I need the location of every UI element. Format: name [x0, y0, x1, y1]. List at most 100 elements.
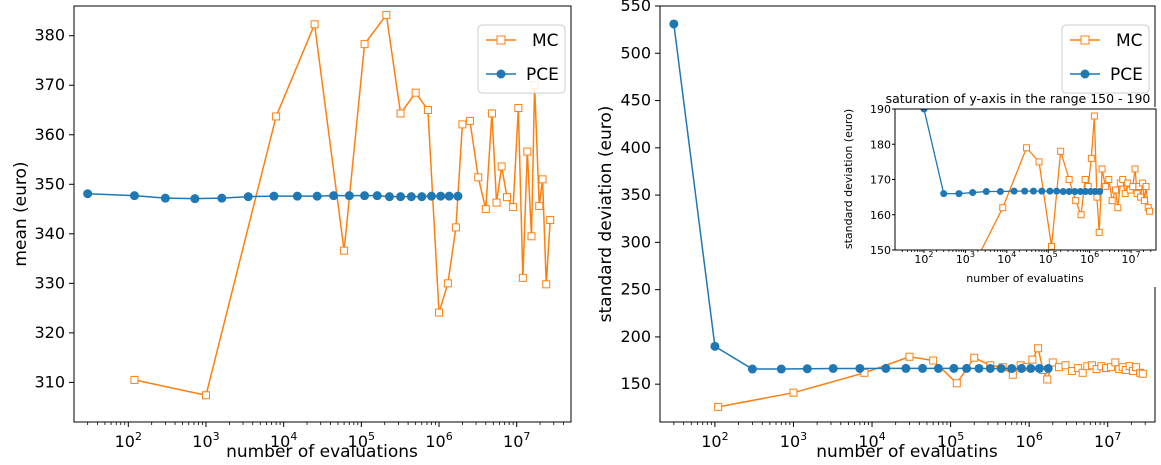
inset-chart-marks — [920, 109, 1154, 250]
mean-chart-mc-point — [492, 198, 501, 207]
inset-chart-mc-point — [1081, 176, 1089, 183]
mean-chart-y-tick-label: 340 — [34, 224, 65, 243]
inset-chart-mc-point — [1111, 186, 1119, 194]
std-chart-mc-point — [1111, 358, 1120, 367]
std-chart-x-tick-label: 106 — [1015, 430, 1042, 451]
std-chart-mc-point — [1106, 363, 1115, 372]
inset-chart-x-tick-label: 104 — [997, 250, 1016, 266]
inset-chart-mc-point — [1023, 144, 1031, 152]
std-chart-legend-pce-marker — [1080, 69, 1090, 79]
mean-chart-mc-point — [502, 193, 511, 202]
mean-chart-pce-point — [417, 192, 427, 202]
inset-chart-mc-point — [1146, 207, 1154, 215]
inset-chart-pce-point — [1059, 187, 1067, 195]
inset-chart-mc-point — [1137, 193, 1145, 201]
inset-chart-title: saturation of y-axis in the range 150 - … — [886, 91, 1151, 106]
mean-chart-y-tick-label: 320 — [34, 323, 65, 342]
mean-chart-marks — [83, 10, 555, 400]
mean-chart-mc-point — [481, 205, 490, 214]
std-chart-mc-point — [1138, 369, 1147, 378]
std-chart-mc-point — [1043, 375, 1052, 384]
mean-chart-pce-point — [344, 191, 354, 201]
std-chart-pce-point — [996, 363, 1006, 373]
inset-chart-pce-point — [920, 109, 928, 113]
mean-chart-pce-point — [269, 191, 279, 201]
mean-chart-mc-point — [497, 162, 506, 171]
mean-chart-mc-point — [411, 88, 420, 97]
inset-chart-mc-point — [1057, 147, 1065, 155]
mean-chart-x-tick-label: 104 — [270, 430, 297, 451]
inset-chart-pce-point — [982, 187, 990, 195]
std-chart-mc-point — [1061, 361, 1070, 370]
mean-chart-x-tick-label: 105 — [348, 430, 375, 451]
mean-chart-frame — [73, 5, 572, 423]
std-chart-mc-point — [1028, 355, 1037, 364]
std-chart-plot-area — [669, 19, 1147, 411]
inset-chart-plot-area — [920, 109, 1154, 250]
inset-chart-mc-point — [1124, 179, 1132, 187]
std-chart-mc-point — [1048, 358, 1057, 367]
inset-chart: saturation of y-axis in the range 150 - … — [842, 91, 1158, 287]
mean-chart-mc-point — [396, 109, 405, 118]
inset-chart-pce-point — [969, 189, 977, 197]
std-chart-pce-point — [855, 363, 865, 373]
mean-chart-x-axis-label: number of evaluations — [226, 442, 418, 461]
std-chart-y-tick-label: 350 — [620, 185, 651, 204]
mean-chart-pce-point — [83, 189, 93, 199]
mean-chart-legend-pce-label: PCE — [526, 65, 559, 85]
std-chart-mc-point — [1055, 363, 1064, 372]
mean-chart-mc-point — [474, 173, 483, 182]
inset-chart-mc-point — [1114, 204, 1122, 212]
std-chart-marks — [669, 19, 1147, 411]
std-chart-pce-point — [1007, 363, 1017, 373]
inset-chart-mc-point — [1095, 228, 1103, 236]
inset-chart-mc-point — [1135, 183, 1143, 191]
std-chart-mc-point — [1034, 344, 1043, 353]
std-chart-mc-point — [714, 402, 723, 411]
inset-chart-axes: 102 103 104 105 106 107 150 160 170 180 190 — [870, 103, 1152, 266]
std-chart-y-tick-label: 150 — [620, 374, 651, 393]
mean-chart-x-tick-label: 103 — [192, 430, 219, 451]
mean-chart-mc-point — [518, 273, 527, 282]
mean-chart-mc-point — [487, 109, 496, 118]
mean-chart-pce-point — [453, 191, 463, 201]
inset-chart-mc-point — [1093, 193, 1101, 201]
mean-chart-mc-point — [451, 223, 460, 232]
mean-chart-pce-point — [160, 193, 170, 203]
inset-chart-mc-point — [1105, 176, 1113, 183]
std-chart-x-tick-label: 102 — [701, 430, 728, 451]
inset-chart-pce-point — [1038, 187, 1046, 195]
std-chart-pce-point — [776, 364, 786, 374]
std-chart-mc-point — [1074, 364, 1083, 373]
inset-chart-mc-point — [1142, 183, 1150, 191]
mean-chart-y-tick-label: 370 — [34, 75, 65, 94]
mean-chart-mc-point — [546, 215, 555, 224]
std-chart-pce-point — [901, 363, 911, 373]
mean-chart-mc-point — [423, 106, 432, 114]
std-chart-pce-point — [985, 363, 995, 373]
mean-chart-legend-mc-marker — [496, 35, 506, 45]
std-chart-mc-point — [1132, 363, 1141, 372]
std-chart-x-tick-label: 105 — [937, 430, 964, 451]
std-chart-pce-point — [669, 19, 679, 29]
inset-chart-y-tick-label: 190 — [870, 103, 891, 116]
mean-chart-pce-point — [312, 191, 322, 201]
mean-chart-y-tick-label: 360 — [34, 125, 65, 144]
mean-chart-pce-point — [406, 192, 416, 202]
inset-chart-pce-point — [1071, 187, 1079, 195]
mean-chart-legend-pce-marker — [496, 69, 506, 79]
mean-chart-plot-area — [83, 10, 555, 400]
mean-chart-mc-point — [538, 175, 547, 184]
inset-chart-pce-point — [1053, 187, 1061, 195]
mean-chart-y-axis-label: mean (euro) — [11, 161, 31, 266]
mean-chart-mc-point — [509, 203, 518, 212]
mean-chart-pce-point — [436, 191, 446, 201]
std-chart-pce-point — [828, 363, 838, 373]
mean-chart-y-tick-label: 310 — [34, 372, 65, 391]
inset-chart-y-axis-label: standard deviation (euro) — [842, 109, 855, 249]
mean-chart-y-tick-label: 380 — [34, 26, 65, 45]
std-chart-y-tick-label: 500 — [620, 43, 651, 62]
inset-chart-x-tick-label: 106 — [1080, 250, 1099, 266]
mean-chart-pce-point — [396, 192, 406, 202]
